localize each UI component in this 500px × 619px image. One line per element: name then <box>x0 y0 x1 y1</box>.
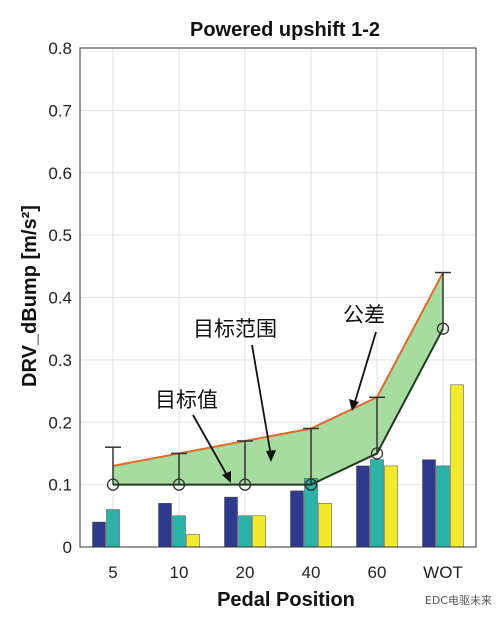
tolerance-upper-line <box>112 272 444 467</box>
x-tick-label: 40 <box>302 563 321 582</box>
y-axis-label: DRV_dBump [m/s²] <box>19 205 41 387</box>
y-tick-labels: 0 0.1 0.2 0.3 0.4 0.5 0.6 0.7 0.8 <box>48 39 72 557</box>
x-tick-label: 10 <box>170 563 189 582</box>
target-marker <box>304 478 318 491</box>
chart-title: Powered upshift 1-2 <box>190 19 380 41</box>
annotation-tolerance: 公差 <box>343 303 385 327</box>
y-tick-label: 0.6 <box>48 164 72 183</box>
arrow-target-value <box>192 414 229 478</box>
bar <box>158 503 172 548</box>
bar <box>384 465 398 548</box>
arrow-target-range <box>251 344 272 457</box>
target-marker <box>238 478 252 491</box>
y-tick-label: 0.5 <box>48 226 72 245</box>
target-line <box>113 328 444 486</box>
x-tick-label: 20 <box>236 563 255 582</box>
bars <box>92 384 464 548</box>
arrowhead-target-range <box>266 450 276 462</box>
target-range-band <box>113 272 443 485</box>
plot-frame <box>79 47 477 548</box>
error-bars <box>105 271 451 485</box>
bar <box>224 496 238 548</box>
annotations: 目标范围 公差 目标值 <box>155 303 385 483</box>
bar <box>450 384 464 548</box>
target-marker <box>436 322 450 335</box>
bar <box>318 503 332 548</box>
watermark: EDC电驱未来 <box>425 594 492 607</box>
bar <box>370 459 384 548</box>
y-tick-label: 0.1 <box>48 476 72 495</box>
y-tick-label: 0.2 <box>48 413 72 432</box>
x-axis-label: Pedal Position <box>217 589 355 611</box>
arrowhead-tolerance <box>349 399 359 411</box>
y-tick-label: 0.3 <box>48 351 72 370</box>
target-markers <box>106 322 450 491</box>
target-marker <box>370 447 384 460</box>
y-tick-label: 0.4 <box>48 289 72 308</box>
annotation-target-value: 目标值 <box>155 388 218 412</box>
bar <box>356 465 370 548</box>
x-tick-label: 5 <box>108 563 117 582</box>
x-tick-labels: 5 10 20 40 60 WOT <box>108 563 463 582</box>
y-tick-label: 0.7 <box>48 101 72 120</box>
x-tick-label: WOT <box>423 563 463 582</box>
bar <box>186 534 200 548</box>
bar <box>172 515 186 548</box>
bar <box>92 521 106 548</box>
bar <box>436 465 450 548</box>
bar <box>238 515 252 548</box>
bar <box>422 459 436 548</box>
bar <box>252 515 266 548</box>
y-tick-label: 0 <box>63 538 72 557</box>
arrow-tolerance <box>353 331 377 406</box>
target-marker <box>106 478 120 491</box>
bar <box>290 490 304 548</box>
bar <box>106 509 120 548</box>
x-tick-label: 60 <box>368 563 387 582</box>
y-tick-label: 0.8 <box>48 39 72 58</box>
annotation-target-range: 目标范围 <box>193 317 277 341</box>
arrowhead-target-value <box>222 471 231 483</box>
target-marker <box>172 478 186 491</box>
